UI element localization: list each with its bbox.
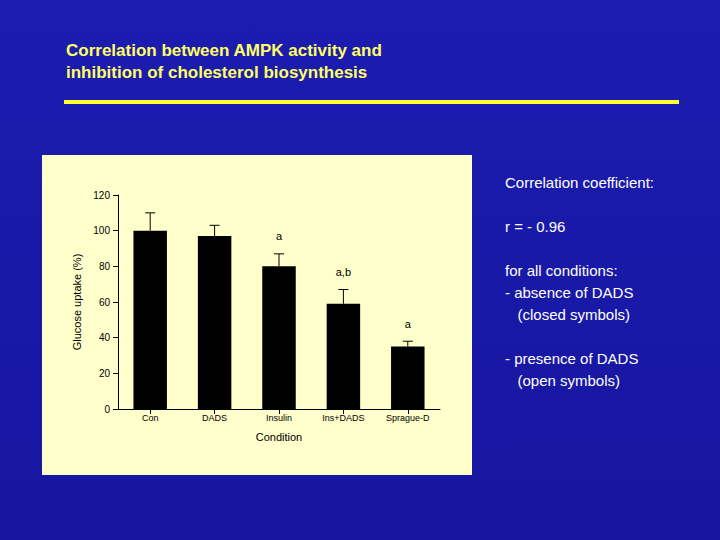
- html-text:(closed symbols): (closed symbols): [505, 306, 630, 323]
- svg-text:a: a: [276, 230, 283, 242]
- svg-text:100: 100: [93, 225, 110, 236]
- svg-text:20: 20: [99, 368, 111, 379]
- html-text:inhibition of cholesterol bios: inhibition of cholesterol biosynthesis: [66, 63, 368, 82]
- svg-text:a: a: [405, 318, 412, 330]
- html-text:for all conditions:: for all conditions:: [505, 262, 618, 279]
- svg-text:DADS: DADS: [202, 413, 227, 423]
- svg-text:60: 60: [99, 297, 111, 308]
- svg-text:80: 80: [99, 261, 111, 272]
- html-text:- presence of DADS: - presence of DADS: [505, 350, 639, 367]
- svg-text:Condition: Condition: [256, 431, 302, 443]
- html-text:(open symbols): (open symbols): [505, 372, 620, 389]
- html-text:r = - 0.96: r = - 0.96: [505, 218, 566, 235]
- svg-text:0: 0: [104, 404, 110, 415]
- html-text:Correlation between AMPK activ: Correlation between AMPK activity and: [66, 41, 382, 60]
- svg-text:Glucose uptake (%): Glucose uptake (%): [71, 254, 83, 351]
- svg-text:a,b: a,b: [336, 266, 351, 278]
- svg-text:Ins+DADS: Ins+DADS: [322, 413, 364, 423]
- svg-text:Sprague-D: Sprague-D: [386, 413, 430, 423]
- svg-text:120: 120: [93, 190, 110, 201]
- html-text:Correlation coefficient:: Correlation coefficient:: [505, 174, 654, 191]
- svg-text:40: 40: [99, 332, 111, 343]
- svg-text:Insulin: Insulin: [266, 413, 292, 423]
- svg-text:Con: Con: [142, 413, 159, 423]
- html-text:- absence of DADS: - absence of DADS: [505, 284, 634, 301]
